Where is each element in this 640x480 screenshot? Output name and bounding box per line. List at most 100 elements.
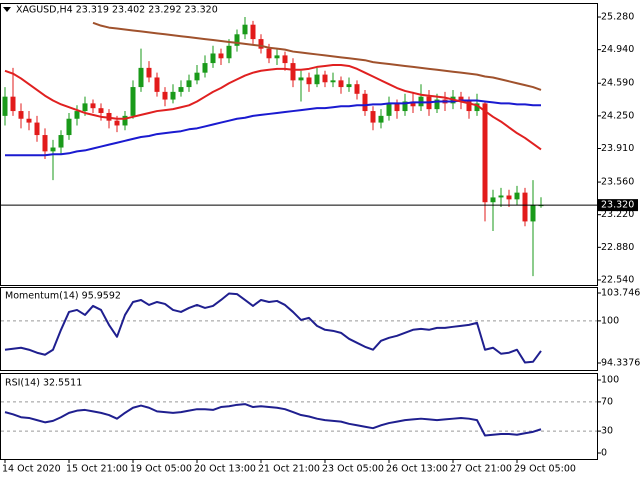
candle-body	[154, 77, 160, 92]
indicator-line	[4, 403, 542, 437]
candle-body	[66, 118, 72, 136]
candle-body	[498, 195, 504, 198]
candle-body	[34, 122, 40, 136]
candle-body	[58, 135, 64, 148]
candle-body	[290, 63, 296, 81]
candle-body	[522, 192, 528, 222]
candle-body	[346, 84, 352, 88]
candle-body	[122, 115, 128, 126]
candle-body	[370, 111, 376, 123]
candle-body	[10, 96, 16, 112]
y-tick-label: 30	[601, 426, 613, 437]
candle-body	[178, 87, 184, 92]
last-price-box	[598, 199, 638, 212]
candle-body	[266, 48, 272, 59]
candle-body	[162, 91, 168, 100]
x-tick-label: 15 Oct 21:00	[66, 464, 128, 475]
y-tick-label: 23.220	[601, 209, 634, 220]
candle-body	[402, 101, 408, 112]
y-tick-label: 0	[601, 448, 607, 459]
y-tick-label: 70	[601, 396, 613, 407]
candle-body	[234, 34, 240, 46]
candle-body	[2, 96, 8, 116]
candle-body	[386, 103, 392, 116]
candle-body	[242, 24, 248, 35]
candle-body	[490, 197, 496, 203]
candle-body	[434, 99, 440, 110]
candle-body	[170, 91, 176, 100]
x-tick-label: 26 Oct 13:00	[386, 464, 448, 475]
candle-body	[138, 67, 144, 88]
y-tick-label: 23.910	[601, 143, 634, 154]
candle-body	[530, 205, 536, 222]
candle-body	[90, 103, 96, 109]
x-tick-label: 29 Oct 05:00	[514, 464, 576, 475]
candle-body	[458, 96, 464, 102]
momentum-title: Momentum(14) 95.9592	[5, 291, 121, 302]
last-price-label: 23.320	[601, 200, 634, 211]
y-tick-label: 103.7464	[601, 288, 640, 299]
candle-body	[306, 77, 312, 85]
x-tick-label: 14 Oct 2020	[2, 464, 61, 475]
candle-body	[354, 84, 360, 94]
candle-body	[42, 135, 48, 152]
indicator-line	[4, 64, 542, 151]
candle-body	[50, 147, 56, 152]
candle-body	[514, 192, 520, 200]
candle-body	[298, 77, 304, 81]
candle-body	[18, 111, 24, 119]
candle-body	[218, 53, 224, 59]
candle-body	[362, 93, 368, 112]
candle-body	[410, 101, 416, 107]
candle-body	[114, 120, 120, 126]
y-tick-label: 24.590	[601, 78, 634, 89]
y-tick-label: 22.540	[601, 274, 634, 285]
title-marker	[3, 7, 11, 12]
x-tick-label: 23 Oct 05:00	[322, 464, 384, 475]
x-tick-label: 21 Oct 21:00	[258, 464, 320, 475]
candle-body	[482, 103, 488, 203]
indicator-line	[92, 21, 542, 91]
candle-body	[98, 108, 104, 113]
indicator-line	[5, 99, 541, 157]
candle-body	[146, 67, 152, 78]
y-tick-label: 24.250	[601, 110, 634, 121]
candle-body	[226, 45, 232, 59]
panel-frame	[0, 3, 598, 286]
candle-body	[82, 103, 88, 112]
candle-body	[194, 72, 200, 81]
y-tick-label: 22.880	[601, 242, 634, 253]
candle-body	[258, 39, 264, 49]
y-tick-label: 100	[601, 315, 619, 326]
y-tick-label: 23.560	[601, 177, 634, 188]
candle-body	[74, 111, 80, 119]
y-tick-label: 24.940	[601, 44, 634, 55]
candle-body	[506, 195, 512, 200]
indicator-line	[4, 292, 542, 364]
x-tick-label: 27 Oct 21:00	[450, 464, 512, 475]
candle-body	[466, 101, 472, 112]
candle-body	[186, 80, 192, 88]
candle-body	[330, 80, 336, 83]
candle-body	[274, 55, 280, 59]
candle-body	[378, 115, 384, 123]
candle-body	[210, 53, 216, 64]
panel-frame	[0, 287, 598, 371]
x-tick-label: 19 Oct 05:00	[130, 464, 192, 475]
y-tick-label: 100	[601, 375, 619, 386]
panel-frame	[0, 373, 598, 460]
y-tick-label: 25.280	[601, 12, 634, 23]
candle-body	[202, 63, 208, 73]
rsi-title: RSI(14) 32.5511	[5, 378, 82, 389]
x-tick-label: 20 Oct 13:00	[194, 464, 256, 475]
candle-body	[282, 55, 288, 64]
y-tick-label: 94.3376	[601, 358, 640, 369]
candle-body	[338, 80, 344, 88]
candle-body	[130, 87, 136, 116]
candle-body	[314, 74, 320, 85]
chart-title: XAGUSD,H4 23.319 23.402 23.292 23.320	[16, 5, 218, 16]
candle-body	[474, 103, 480, 112]
candle-body	[250, 24, 256, 40]
